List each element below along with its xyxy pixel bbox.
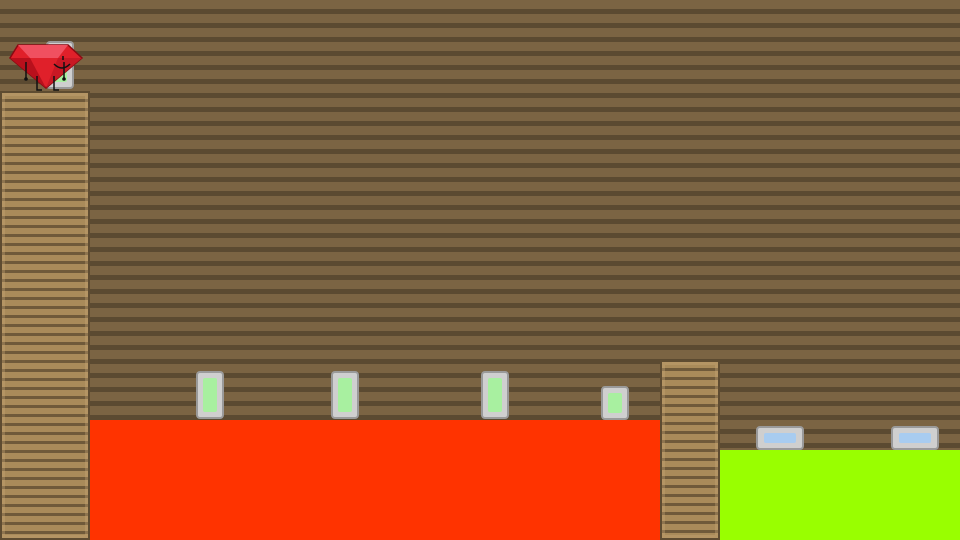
green-gem-collectible	[601, 386, 629, 420]
blue-pad	[756, 426, 804, 450]
middle-pillar-platform	[660, 360, 720, 540]
ruby-character-icon	[9, 44, 84, 91]
green-gem-collectible	[331, 371, 359, 419]
blue-pad	[891, 426, 939, 450]
green-gem-collectible	[481, 371, 509, 419]
lava-pool	[90, 420, 660, 540]
left-wall-platform	[0, 91, 90, 540]
green-gem-collectible	[196, 371, 224, 419]
acid-pool	[720, 450, 960, 540]
